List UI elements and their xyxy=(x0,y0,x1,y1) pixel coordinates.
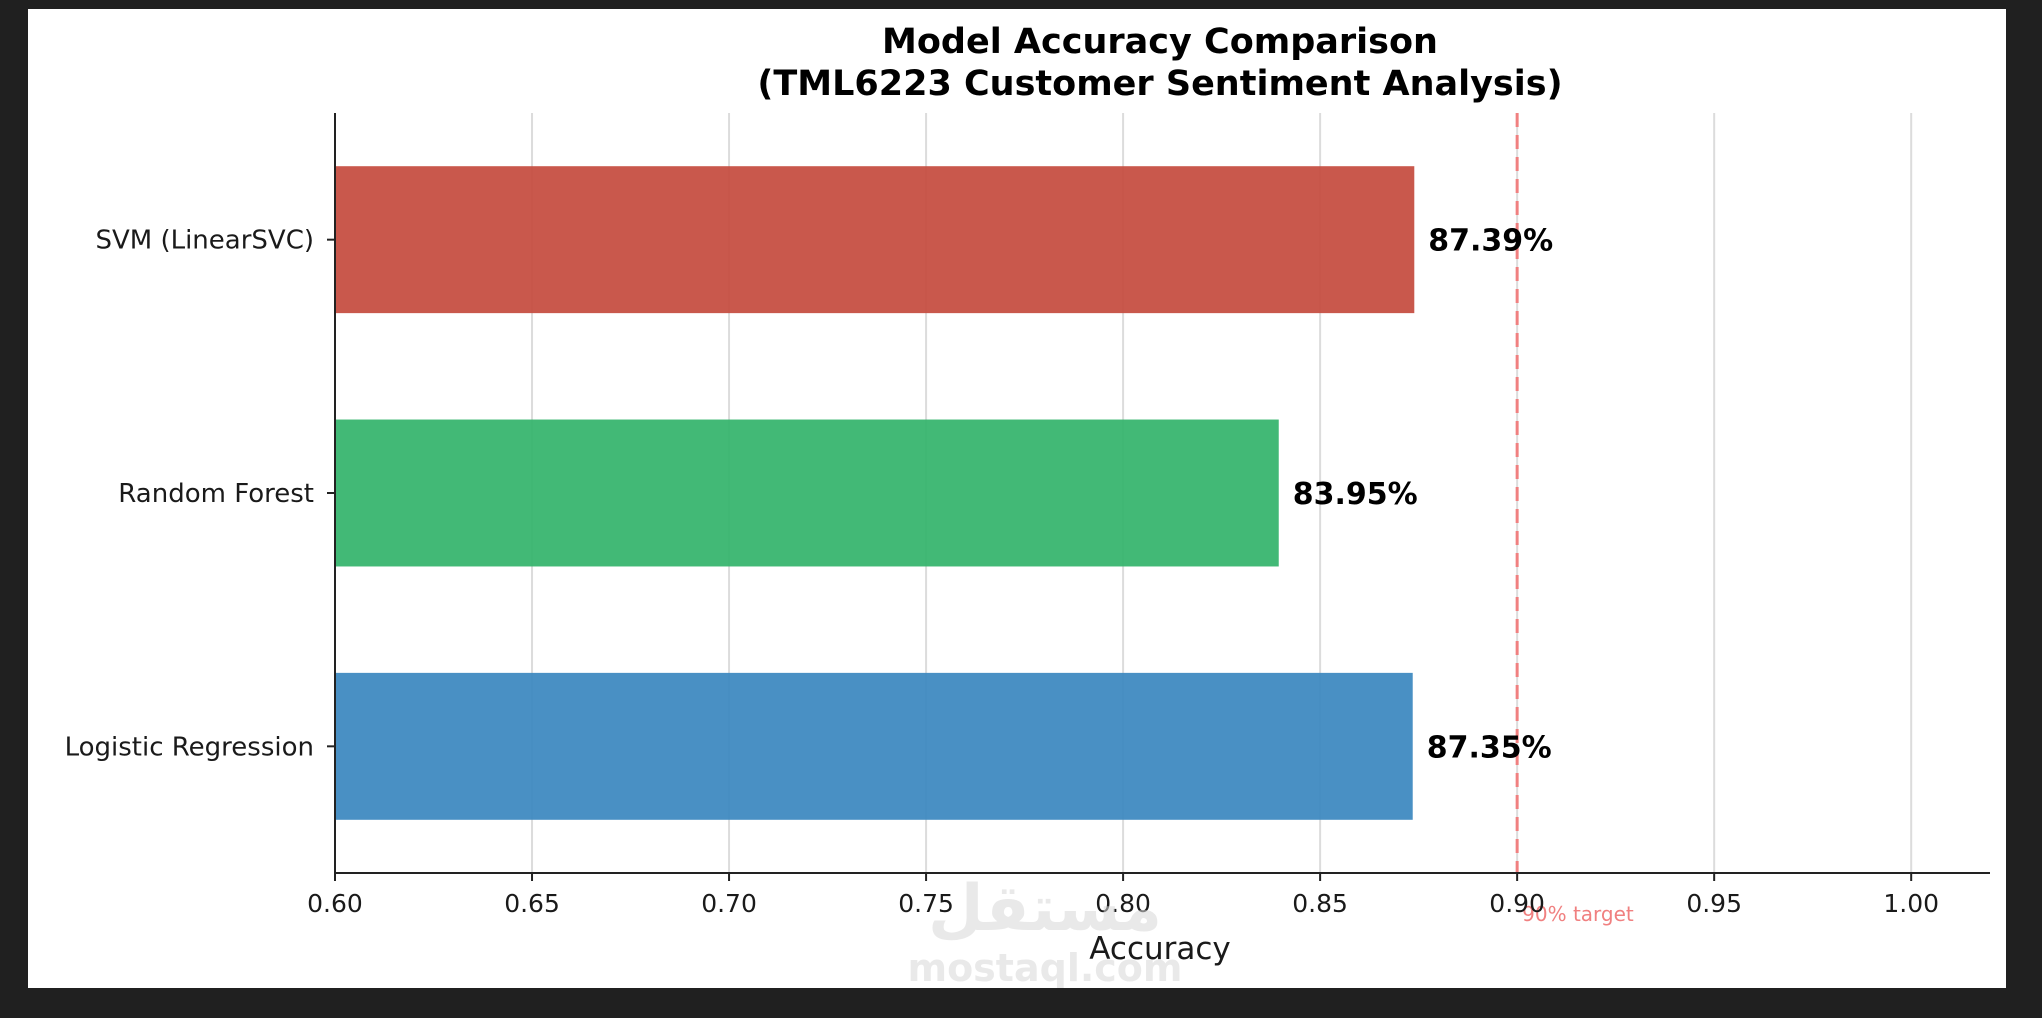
bar-random-forest xyxy=(335,419,1279,567)
x-tick-labels: 0.60 0.65 0.70 0.75 0.80 0.85 0.90 0.95 1.00 xyxy=(307,889,1939,918)
bar-value-label: 87.39% xyxy=(1428,224,1553,259)
x-tick-label: 0.85 xyxy=(1292,889,1348,918)
x-tick-label: 0.60 xyxy=(307,889,363,918)
x-tick-label: 0.65 xyxy=(504,889,560,918)
chart-figure: Model Accuracy Comparison (TML6223 Custo… xyxy=(28,9,2006,988)
chart-title: Model Accuracy Comparison xyxy=(882,22,1438,62)
y-tick-label: Logistic Regression xyxy=(65,732,314,762)
x-tick-label: 0.80 xyxy=(1095,889,1151,918)
bar-svm-linearsvc xyxy=(335,166,1415,314)
x-tick-label: 1.00 xyxy=(1883,889,1939,918)
y-tick-label: SVM (LinearSVC) xyxy=(95,226,314,256)
x-axis-label: Accuracy xyxy=(1089,931,1231,967)
y-tick-label: Random Forest xyxy=(118,479,314,509)
bar-value-label: 87.35% xyxy=(1427,730,1552,765)
x-tick-label: 0.90 xyxy=(1489,889,1545,918)
value-labels: 87.35% 83.95% 87.39% xyxy=(1293,224,1554,766)
x-tick-label: 0.75 xyxy=(898,889,954,918)
bar-value-label: 83.95% xyxy=(1293,477,1418,512)
y-tick-labels: Logistic Regression Random Forest SVM (Lin… xyxy=(65,226,314,763)
x-tick-label: 0.70 xyxy=(701,889,757,918)
bars xyxy=(335,166,1415,820)
accuracy-bar-chart: Model Accuracy Comparison (TML6223 Custo… xyxy=(65,22,1990,988)
watermark-url: mostaql.com xyxy=(907,946,1182,988)
bar-logistic-regression xyxy=(335,672,1413,820)
target-line-label: 90% target xyxy=(1522,902,1634,926)
chart-subtitle: (TML6223 Customer Sentiment Analysis) xyxy=(757,64,1562,104)
axes xyxy=(327,113,1990,881)
x-tick-label: 0.95 xyxy=(1686,889,1742,918)
target-line: 90% target xyxy=(1515,113,1634,926)
watermark-logo-text: مستقل xyxy=(928,872,1162,946)
